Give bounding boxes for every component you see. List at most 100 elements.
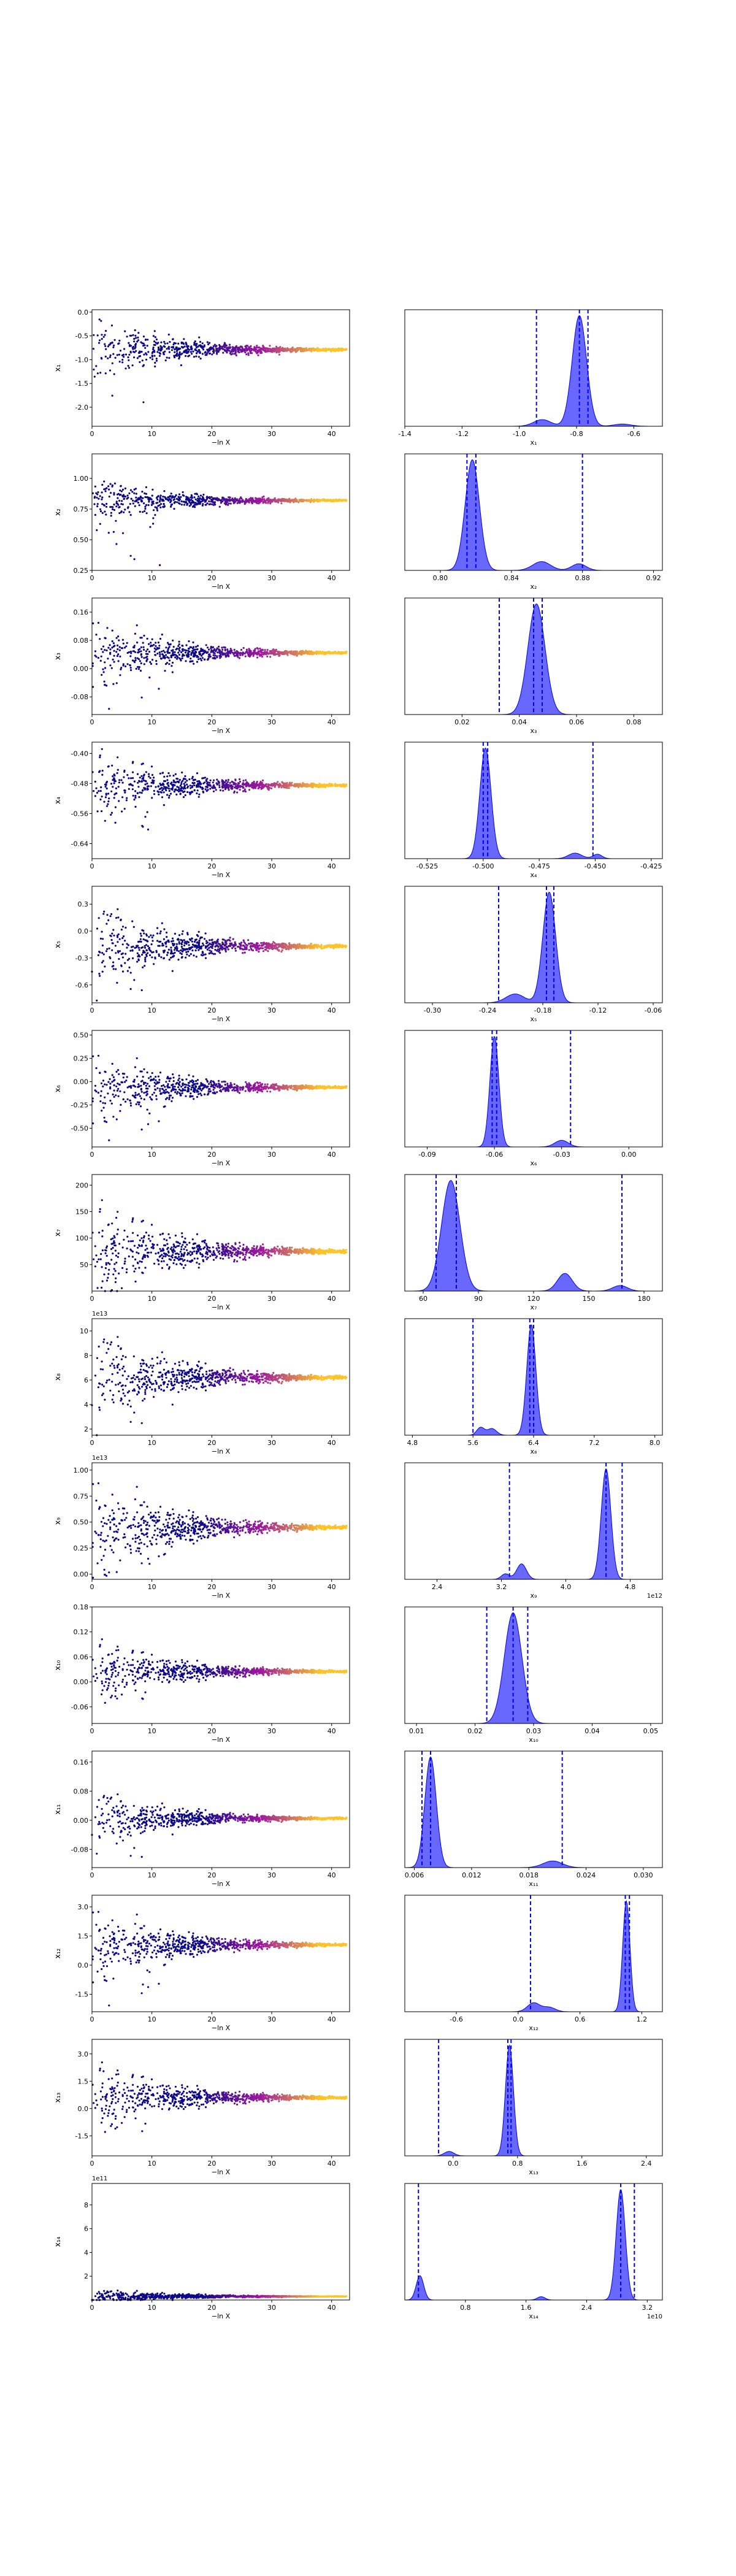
trace-point: [124, 791, 126, 794]
trace-xtick-label: 10: [148, 718, 156, 726]
trace-point: [146, 637, 148, 640]
trace-point: [190, 946, 193, 949]
trace-point: [134, 657, 137, 659]
trace-point: [163, 804, 165, 807]
trace-point: [142, 778, 144, 780]
trace-point: [168, 1080, 171, 1083]
trace-point: [110, 515, 112, 517]
trace-point: [269, 943, 271, 946]
trace-ytick-label: 0.75: [74, 505, 89, 513]
trace-point: [278, 654, 280, 657]
trace-point: [115, 1070, 118, 1073]
trace-point: [145, 939, 148, 941]
trace-point: [139, 940, 141, 943]
trace-point: [94, 795, 96, 797]
trace-point: [150, 642, 152, 644]
trace-point: [142, 335, 145, 338]
trace-point: [134, 651, 137, 653]
trace-point: [204, 658, 206, 661]
density-xtick-label: -0.6: [627, 430, 640, 438]
trace-point: [160, 791, 163, 794]
trace-point: [140, 935, 142, 937]
trace-point: [205, 790, 208, 792]
trace-point: [140, 696, 143, 699]
trace-point: [144, 946, 147, 949]
trace-point: [243, 788, 246, 791]
trace-point: [130, 652, 132, 654]
trace-point: [161, 634, 163, 636]
trace-point: [164, 663, 167, 665]
trace-point: [164, 1098, 167, 1100]
trace-point: [221, 346, 224, 348]
trace-point: [163, 957, 166, 959]
trace-point: [96, 792, 99, 794]
density-xtick-label: 0.08: [626, 718, 642, 726]
trace-point: [220, 502, 222, 504]
trace-point: [143, 657, 145, 659]
trace-point: [243, 942, 247, 945]
trace-point: [128, 511, 131, 513]
trace-point: [151, 773, 154, 776]
trace-point: [299, 946, 301, 948]
trace-point: [253, 782, 256, 785]
trace-point: [144, 958, 147, 961]
trace-point: [267, 350, 269, 352]
trace-point: [162, 496, 164, 498]
trace-point: [187, 950, 190, 953]
trace-ytick-label: -2.0: [75, 404, 88, 412]
trace-point: [310, 786, 313, 788]
trace-point: [305, 348, 307, 351]
trace-point: [198, 653, 201, 655]
trace-point: [128, 966, 131, 968]
trace-point: [248, 949, 250, 951]
trace-point: [182, 346, 185, 348]
trace-point: [102, 668, 104, 670]
trace-point: [220, 947, 222, 949]
trace-point: [206, 496, 209, 498]
trace-point: [139, 660, 141, 662]
trace-point: [334, 944, 337, 946]
trace-point: [216, 940, 218, 942]
trace-point: [149, 1096, 151, 1098]
trace-point: [255, 782, 258, 785]
trace-point: [137, 658, 140, 661]
trace-point: [99, 659, 102, 662]
trace-point: [207, 657, 210, 660]
trace-ytick-label: -1.5: [75, 380, 88, 388]
trace-point: [337, 651, 340, 654]
trace-point: [134, 797, 137, 799]
trace-point: [117, 497, 119, 499]
trace-point: [255, 949, 258, 951]
trace-point: [244, 345, 247, 348]
trace-point: [126, 1076, 128, 1078]
trace-point: [169, 643, 171, 646]
trace-point: [159, 350, 162, 352]
trace-point: [239, 943, 241, 946]
trace-point: [241, 500, 243, 503]
trace-point: [113, 654, 115, 657]
trace-point: [101, 748, 103, 750]
trace-point: [209, 503, 212, 505]
trace-point: [204, 781, 206, 784]
trace-point: [273, 350, 275, 353]
trace-point: [258, 783, 260, 786]
trace-point: [112, 683, 115, 685]
trace-point: [207, 349, 209, 351]
trace-point: [126, 797, 128, 799]
trace-point: [172, 646, 175, 648]
trace-point: [188, 948, 191, 951]
trace-point: [221, 941, 224, 944]
trace-point: [250, 943, 253, 945]
trace-point: [278, 651, 281, 653]
trace-point: [182, 791, 185, 794]
trace-point: [204, 354, 207, 356]
trace-point: [156, 351, 159, 353]
trace-point: [223, 781, 226, 784]
trace-point: [177, 938, 180, 941]
trace-point: [192, 350, 194, 353]
trace-point: [105, 784, 107, 786]
trace-point: [301, 946, 303, 948]
trace-point: [248, 789, 251, 791]
trace-point: [209, 952, 212, 954]
trace-point: [192, 779, 194, 781]
